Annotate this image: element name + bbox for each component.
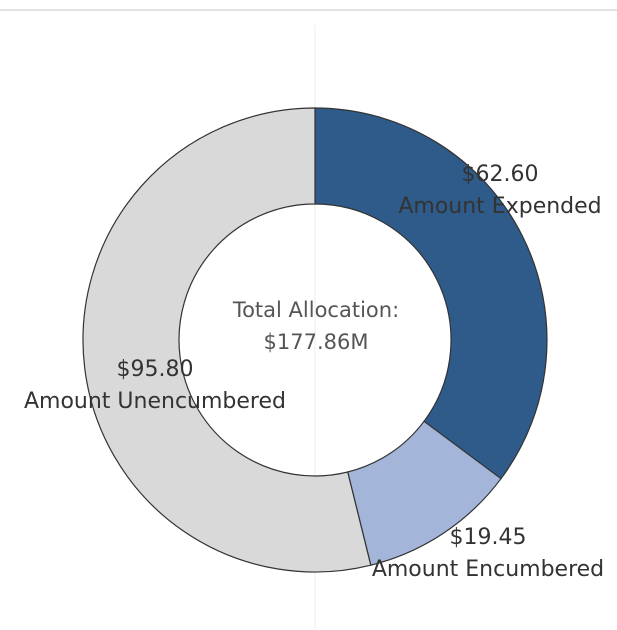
labels: $62.60 Amount Expended $19.45 Amount Encumb…: [24, 162, 604, 582]
value-label: $95.80: [117, 357, 194, 382]
category-label: Amount Encumbered: [372, 557, 604, 582]
donut-slice: [314, 107, 548, 480]
center-title: Total Allocation:: [232, 298, 399, 322]
category-label: Amount Unencumbered: [24, 389, 286, 414]
value-label: $62.60: [462, 162, 539, 187]
category-label: Amount Expended: [398, 194, 601, 219]
donut-slice: [82, 107, 372, 573]
center-value: $177.86M: [264, 330, 369, 354]
value-label: $19.45: [450, 525, 527, 550]
slices: [82, 107, 548, 573]
